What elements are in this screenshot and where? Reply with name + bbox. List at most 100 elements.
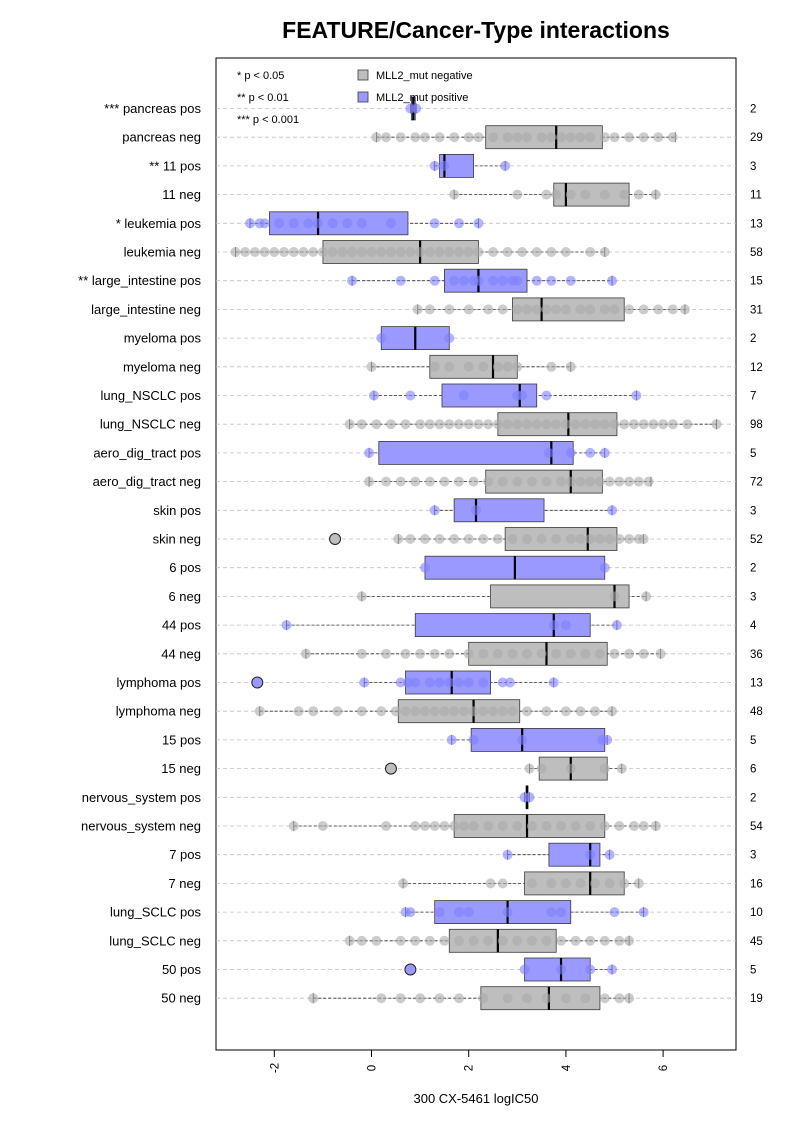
data-point — [512, 419, 523, 430]
data-point — [471, 505, 481, 516]
data-point — [419, 132, 430, 143]
data-point — [434, 907, 445, 918]
data-point — [502, 132, 513, 143]
data-point — [415, 247, 426, 257]
data-point — [541, 935, 552, 946]
data-point — [648, 419, 659, 430]
row-count: 54 — [750, 821, 763, 833]
data-point — [524, 792, 535, 803]
data-point — [522, 534, 533, 544]
data-point — [575, 878, 586, 889]
data-point — [551, 304, 562, 315]
data-point — [580, 993, 591, 1004]
data-point — [638, 534, 649, 544]
data-point — [429, 160, 440, 171]
data-point — [531, 304, 542, 315]
data-point — [453, 993, 464, 1004]
data-point — [429, 275, 440, 286]
data-point — [585, 304, 596, 315]
data-point — [342, 218, 353, 229]
data-point — [405, 534, 416, 544]
row-label: 15 pos — [162, 732, 202, 747]
data-point — [638, 907, 649, 918]
data-point — [488, 275, 499, 286]
data-point — [337, 247, 348, 257]
data-point — [512, 935, 523, 946]
outlier-point — [384, 762, 397, 775]
row-label: 6 neg — [168, 589, 201, 604]
data-point — [478, 534, 489, 544]
data-point — [546, 907, 557, 918]
data-point — [410, 821, 421, 831]
data-point — [607, 275, 618, 286]
row-count: 5 — [750, 735, 756, 747]
data-point — [570, 935, 581, 946]
data-point — [565, 132, 576, 143]
row-count: 2 — [750, 563, 756, 575]
boxplot-marks — [230, 96, 722, 1011]
data-point — [429, 218, 440, 229]
data-point — [590, 419, 601, 430]
data-point — [453, 907, 464, 918]
row-label: leukemia neg — [124, 245, 201, 260]
data-point — [453, 419, 464, 430]
data-point — [551, 189, 562, 200]
row-label: 44 pos — [162, 618, 202, 633]
data-point — [332, 706, 343, 717]
row-label: lung_NSCLC neg — [100, 417, 201, 432]
x-tick-label: 2 — [464, 1065, 476, 1071]
data-point — [512, 304, 523, 315]
data-point — [599, 993, 610, 1004]
data-point — [439, 821, 450, 831]
data-point — [415, 419, 426, 430]
data-point — [463, 534, 474, 544]
data-point — [463, 247, 474, 257]
legend-swatch-positive — [357, 91, 369, 103]
data-point — [274, 218, 285, 229]
data-point — [434, 993, 445, 1004]
data-point — [473, 247, 484, 257]
data-point — [366, 247, 377, 257]
outlier-point — [251, 676, 264, 689]
row-label: lung_NSCLC pos — [101, 388, 202, 403]
row-count: 7 — [750, 391, 756, 403]
data-point — [434, 132, 445, 143]
row-count: 16 — [750, 878, 763, 890]
data-point — [541, 304, 552, 315]
data-point — [497, 706, 508, 717]
row-label: lymphoma pos — [116, 675, 201, 690]
data-point — [556, 907, 567, 918]
data-point — [385, 419, 396, 430]
data-point — [381, 648, 392, 659]
data-point — [424, 476, 435, 487]
data-point — [453, 935, 464, 946]
data-point — [624, 648, 635, 659]
row-count: 5 — [750, 965, 756, 977]
data-point — [410, 476, 421, 487]
data-point — [522, 304, 533, 315]
data-point — [449, 706, 460, 717]
data-point — [541, 419, 552, 430]
row-count: 2 — [750, 104, 756, 116]
data-point — [424, 304, 435, 315]
data-point — [245, 218, 256, 229]
row-count: 6 — [750, 764, 756, 776]
data-point — [628, 419, 639, 430]
data-point — [614, 935, 625, 946]
data-point — [546, 878, 557, 889]
data-point — [492, 419, 503, 430]
data-point — [317, 821, 328, 831]
data-point — [473, 419, 484, 430]
data-point — [609, 907, 620, 918]
row-count: 29 — [750, 132, 763, 144]
data-point — [449, 189, 460, 200]
data-point — [658, 419, 669, 430]
data-point — [395, 935, 406, 946]
legend-sig-3: *** p < 0.001 — [237, 114, 299, 126]
data-point — [633, 189, 644, 200]
data-point — [376, 706, 387, 717]
row-label: 6 pos — [169, 560, 201, 575]
data-point — [434, 534, 445, 544]
data-point — [395, 993, 406, 1004]
data-point — [497, 476, 508, 487]
